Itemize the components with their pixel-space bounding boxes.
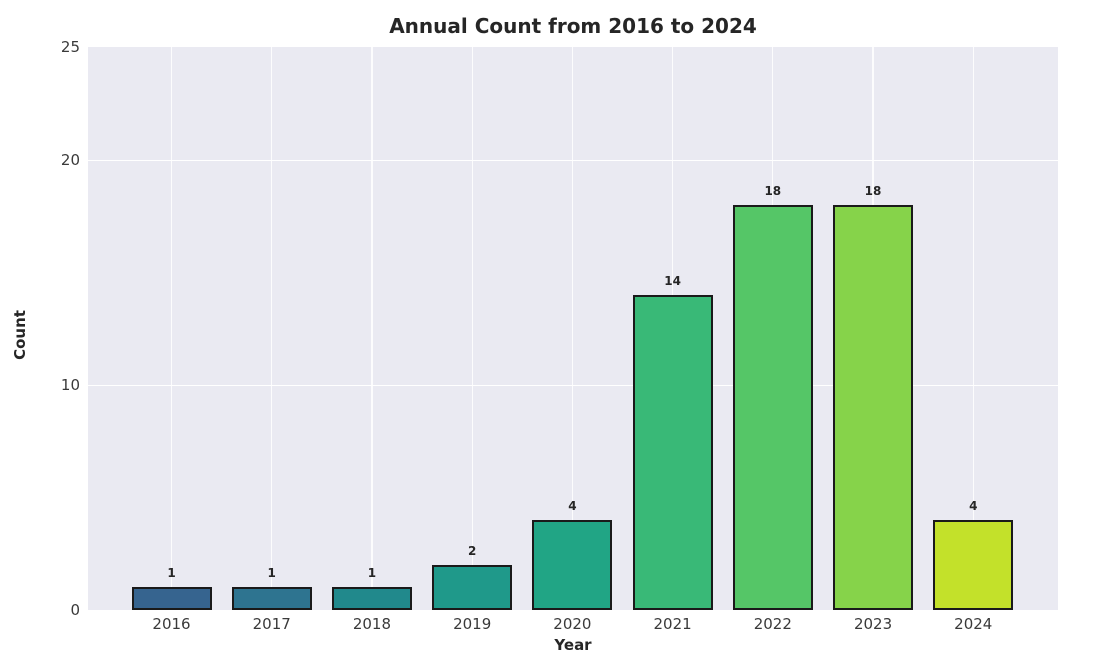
bar-value-label-2018: 1 [367,566,377,581]
bar-value-label-2019: 2 [467,543,477,558]
bar-value-label-2024: 4 [969,498,978,513]
bar-2023 [833,204,914,610]
gridline-vertical-2017 [271,47,273,610]
bar-2022 [732,204,813,610]
y-tick-label-20: 20 [60,150,80,169]
x-axis-label: Year [554,636,592,654]
y-tick-label-0: 0 [70,601,80,619]
gridline-horizontal-10 [88,384,1058,387]
bar-value-label-2020: 4 [568,498,577,513]
plot-area: 1 1 1 2 4 14 18 18 4 [88,47,1058,610]
x-tick-label-2017: 2017 [252,615,291,633]
y-tick-label-10: 10 [60,375,80,394]
x-tick-label-2021: 2021 [653,615,692,633]
x-tick-label-2019: 2019 [453,615,492,633]
y-axis-label: Count [11,310,29,360]
x-tick-label-2022: 2022 [753,615,792,633]
gridline-horizontal-20 [88,159,1058,161]
bar-value-label-2016: 1 [167,566,176,581]
chart-title: Annual Count from 2016 to 2024 [389,14,757,38]
x-tick-label-2020: 2020 [553,615,592,633]
bar-2020 [532,519,613,610]
gridline-vertical-2019 [471,47,473,610]
bar-2016 [131,587,212,610]
bar-value-label-2022: 18 [764,183,782,198]
bar-2017 [231,587,312,610]
bar-value-label-2023: 18 [864,183,882,198]
bar-2021 [632,294,713,610]
bar-2018 [331,587,412,610]
bar-value-label-2017: 1 [267,566,276,581]
x-tick-label-2023: 2023 [853,615,893,633]
gridline-vertical-2024 [972,47,974,610]
x-tick-label-2016: 2016 [152,615,191,633]
gridline-vertical-2016 [170,47,173,610]
bar-value-label-2021: 14 [664,273,681,288]
y-tick-label-25: 25 [60,38,80,56]
bar-2019 [432,564,513,610]
gridline-vertical-2018 [371,47,373,610]
gridline-vertical-2020 [571,47,573,610]
x-tick-label-2018: 2018 [352,615,392,633]
bar-2024 [933,519,1014,610]
x-tick-label-2024: 2024 [954,615,993,633]
